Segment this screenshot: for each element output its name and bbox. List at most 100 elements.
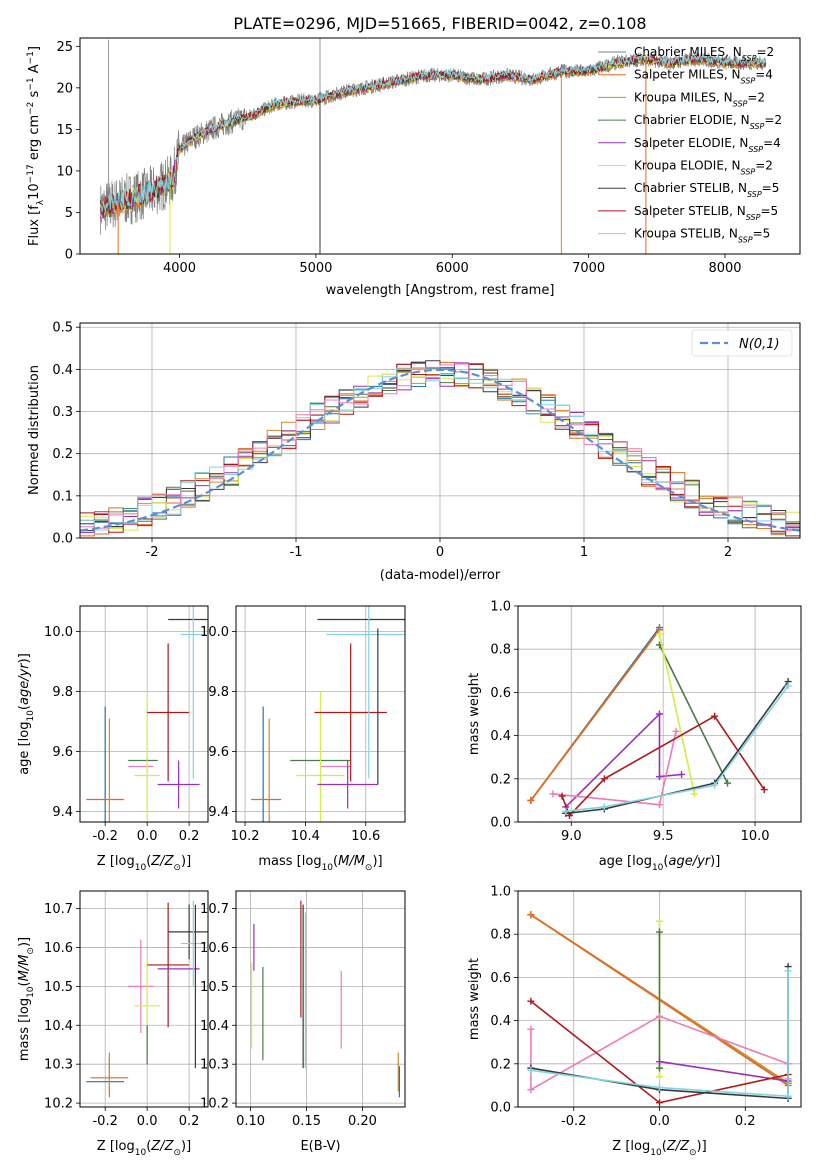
weight-marker xyxy=(558,792,566,800)
y-tick-label: 0.2 xyxy=(490,772,511,787)
x-tick-label: 5000 xyxy=(299,261,332,276)
weight-marker xyxy=(711,781,719,789)
x-axis-label: Z [log10(Z/Z⊙)] xyxy=(612,1139,706,1158)
y-tick-label: 10.7 xyxy=(44,902,73,917)
axes-frame xyxy=(79,37,801,255)
y-axis-label-part: ⊙ xyxy=(26,947,36,955)
legend-label-part: SSP xyxy=(741,76,756,85)
weight-marker xyxy=(527,796,535,804)
y-axis-label-part: ( xyxy=(17,705,32,710)
errorbar-point xyxy=(317,760,378,809)
x-axis-label-part: ( xyxy=(333,854,338,869)
x-tick-label: 4000 xyxy=(163,261,196,276)
x-tick-label: -0.2 xyxy=(92,829,117,844)
x-axis-label-part: ⊙ xyxy=(365,863,373,873)
x-axis-label-part: mass [ xyxy=(258,854,301,869)
weight-marker xyxy=(656,928,663,936)
y-tick-label: 10.0 xyxy=(200,625,229,640)
panel-residuals: -2 -1 0 1 2 0.0 0.1 0.2 0.3 0.4 0.5 N(0,1) (data-mod… xyxy=(27,321,801,583)
legend-box xyxy=(691,329,793,357)
x-axis-label-part: 10 xyxy=(322,863,334,873)
y-tick-label: 9.4 xyxy=(208,805,229,820)
legend-label-part: =2 xyxy=(747,90,765,104)
x-tick-label: 10.2 xyxy=(231,829,260,844)
plot-area xyxy=(527,624,792,820)
panel-mass_weight_vs_age: 9.0 9.5 10.0 0.0 0.2 0.4 0.6 0.8 1.0 age [log10(a… xyxy=(467,600,802,873)
weight-marker xyxy=(656,1099,663,1107)
y-axis-label-part: log xyxy=(17,722,32,742)
x-axis-label-part: age [ xyxy=(599,854,632,869)
x-axis-label-part: Z/Z xyxy=(150,1139,174,1154)
legend-label-part: SSP xyxy=(750,122,765,131)
x-axis-label: Z [log10(Z/Z⊙)] xyxy=(97,854,191,873)
weight-marker xyxy=(656,1073,663,1081)
weight-series xyxy=(659,1060,789,1082)
y-tick-label: 0.2 xyxy=(490,1057,511,1072)
y-tick-label: 9.4 xyxy=(52,805,73,820)
x-tick-label: 2 xyxy=(724,545,732,560)
weight-marker xyxy=(527,997,535,1005)
x-axis-label-part: log xyxy=(115,854,135,869)
x-axis-label-part: ⊙ xyxy=(173,863,181,873)
y-axis-label-part: erg cm xyxy=(27,115,42,164)
y-axis-label-part: ( xyxy=(17,981,32,986)
y-tick-label: 0.4 xyxy=(490,1014,511,1029)
y-axis-label: Normed distribution xyxy=(27,365,42,495)
errorbar-point xyxy=(168,904,208,960)
plot-area xyxy=(86,606,208,822)
legend-label-part: SSP xyxy=(742,54,757,63)
y-axis-label-part: age/yr xyxy=(17,662,32,705)
plot-area xyxy=(527,911,792,1107)
x-axis-label-part: wavelength [Angstrom, rest frame] xyxy=(326,283,555,298)
x-axis-label-part: Z/Z xyxy=(150,854,174,869)
x-axis-label-part: E(B-V) xyxy=(300,1139,340,1154)
weight-marker xyxy=(711,712,719,720)
y-tick-label: 20 xyxy=(56,81,73,96)
weight-marker xyxy=(656,773,663,781)
weight-marker xyxy=(600,803,608,811)
weight-series xyxy=(530,970,789,1098)
x-axis-label-part: 10 xyxy=(135,863,147,873)
y-tick-label: 15 xyxy=(56,123,73,138)
errorbar-point xyxy=(147,902,190,1028)
x-axis-label-part: ( xyxy=(146,854,151,869)
model-spectrum xyxy=(100,52,767,216)
panel-spectrum: 4000 5000 6000 7000 8000 0 5 10 15 20 25 Chabrier M… xyxy=(26,37,801,298)
y-tick-label: 9.6 xyxy=(52,745,73,760)
axes-frame xyxy=(79,605,209,823)
y-tick-label: 9.8 xyxy=(208,685,229,700)
weight-marker xyxy=(656,1064,663,1072)
errorbar-point xyxy=(296,691,345,822)
x-axis-label-part: log xyxy=(115,1139,135,1154)
axes-frame xyxy=(517,605,802,823)
y-axis-label: age [log10(age/yr)] xyxy=(17,653,36,775)
weight-marker xyxy=(656,801,663,809)
x-tick-label: 10.0 xyxy=(741,829,770,844)
x-tick-label: 9.0 xyxy=(561,829,582,844)
x-axis-label-part: log xyxy=(632,854,652,869)
y-tick-label: 10.4 xyxy=(44,1019,73,1034)
plot-area xyxy=(100,38,767,254)
weight-marker xyxy=(656,630,663,638)
y-tick-label: 0.2 xyxy=(52,447,73,462)
y-tick-label: 10 xyxy=(56,164,73,179)
x-axis-label-part: ⊙ xyxy=(173,1148,181,1158)
legend-label: Kroupa STELIB, NSSP=5 xyxy=(634,227,770,245)
x-axis-label-part: ( xyxy=(146,1139,151,1154)
x-axis-label-part: 10 xyxy=(652,863,664,873)
y-axis-label: mass weight xyxy=(467,958,482,1040)
panel-age_vs_Z: -0.2 0.0 0.29.49.69.810.0Z [log10(Z/Z⊙)]ag… xyxy=(17,605,209,873)
legend-label-part: SSP xyxy=(733,99,748,108)
y-axis-label-part: log xyxy=(17,998,32,1018)
weight-series xyxy=(530,629,661,801)
x-axis-label-part: log xyxy=(302,854,322,869)
y-tick-label: 10.2 xyxy=(200,1097,229,1112)
y-axis-label-part: M/M xyxy=(17,955,32,982)
x-axis-label: mass [log10(M/M⊙)] xyxy=(258,854,382,873)
legend-label-part: Chabrier ELODIE, N xyxy=(634,113,750,127)
y-tick-label: 10.2 xyxy=(44,1097,73,1112)
x-axis-label-part: )] xyxy=(372,854,382,869)
y-axis-label-part: Normed distribution xyxy=(27,365,42,495)
y-tick-label: 0.8 xyxy=(490,928,511,943)
